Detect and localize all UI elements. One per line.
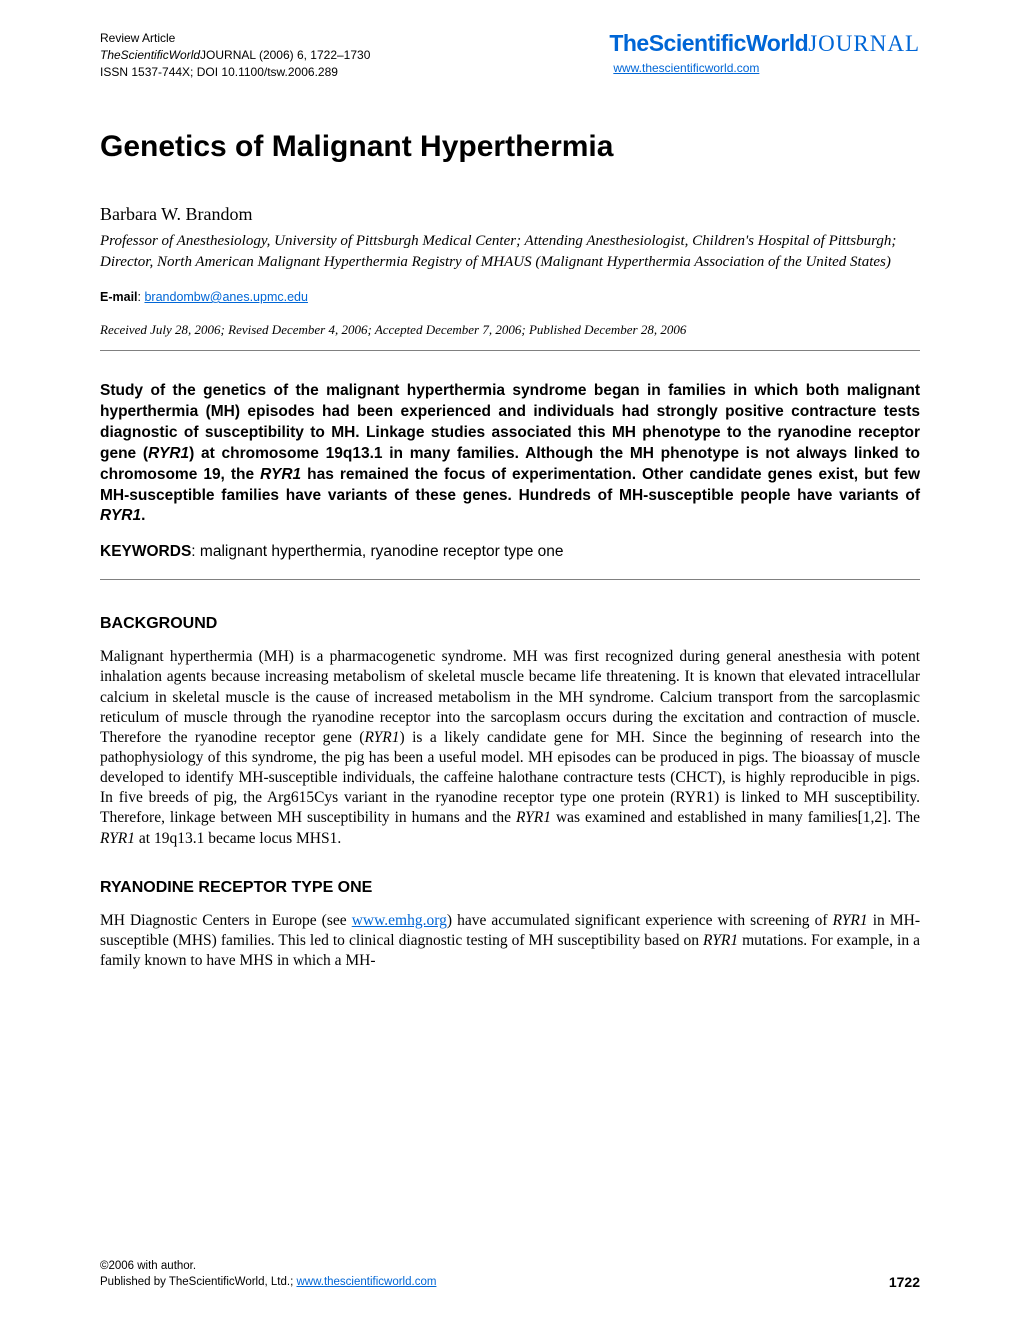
article-type: Review Article xyxy=(100,30,370,47)
article-title: Genetics of Malignant Hyperthermia xyxy=(100,130,920,164)
abstract: Study of the genetics of the malignant h… xyxy=(100,381,920,527)
page-number: 1722 xyxy=(889,1274,920,1290)
section-background-heading: BACKGROUND xyxy=(100,615,920,633)
article-dates: Received July 28, 2006; Revised December… xyxy=(100,322,920,338)
journal-url[interactable]: www.thescientificworld.com xyxy=(613,61,920,75)
footer-publisher-link[interactable]: www.thescientificworld.com xyxy=(296,1276,436,1288)
keywords: KEYWORDS: malignant hyperthermia, ryanod… xyxy=(100,543,920,561)
email-label: E-mail xyxy=(100,290,138,304)
divider-bottom xyxy=(100,579,920,580)
page-header: Review Article TheScientificWorldJOURNAL… xyxy=(100,30,920,80)
journal-citation: TheScientificWorldJOURNAL (2006) 6, 1722… xyxy=(100,47,370,64)
divider-top xyxy=(100,350,920,351)
header-meta: Review Article TheScientificWorldJOURNAL… xyxy=(100,30,370,80)
journal-logo: TheScientificWorldJOURNAL www.thescienti… xyxy=(609,30,920,75)
author-affiliation: Professor of Anesthesiology, University … xyxy=(100,231,920,272)
issn-doi: ISSN 1537-744X; DOI 10.1100/tsw.2006.289 xyxy=(100,64,370,81)
author-email-link[interactable]: brandombw@anes.upmc.edu xyxy=(144,290,307,304)
footer-copyright: ©2006 with author. Published by TheScien… xyxy=(100,1258,436,1290)
section-ryanodine-body: MH Diagnostic Centers in Europe (see www… xyxy=(100,911,920,971)
keywords-label: KEYWORDS xyxy=(100,543,191,560)
logo-text: TheScientificWorldJOURNAL xyxy=(609,30,920,57)
emhg-link[interactable]: www.emhg.org xyxy=(352,912,447,929)
email-line: E-mail: brandombw@anes.upmc.edu xyxy=(100,290,920,304)
page-footer: ©2006 with author. Published by TheScien… xyxy=(100,1258,920,1290)
section-background-body: Malignant hyperthermia (MH) is a pharmac… xyxy=(100,647,920,848)
author-name: Barbara W. Brandom xyxy=(100,204,920,225)
section-ryanodine-heading: RYANODINE RECEPTOR TYPE ONE xyxy=(100,879,920,897)
